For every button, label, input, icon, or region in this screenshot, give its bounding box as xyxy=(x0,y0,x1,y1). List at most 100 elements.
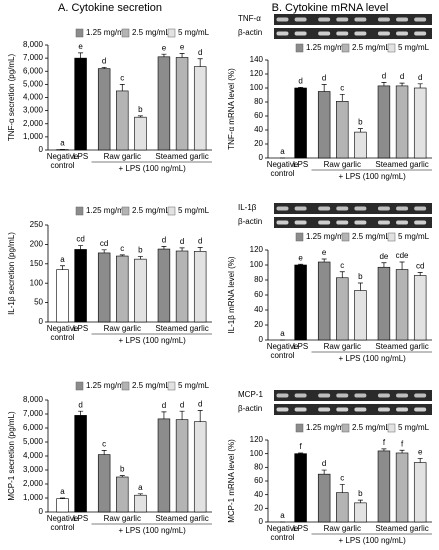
x-tick-label: Negative control xyxy=(46,514,79,532)
x-group-label: Steamed garlic xyxy=(155,514,208,523)
error-bar xyxy=(381,262,387,268)
error-bar xyxy=(101,66,107,69)
significance-letter: d xyxy=(198,48,202,57)
x-tick-label: Negative control xyxy=(266,524,299,542)
gel-band xyxy=(396,31,409,36)
x-tick-label: LPS xyxy=(73,514,88,523)
y-tick-label: 6,000 xyxy=(23,66,44,75)
bar xyxy=(377,450,391,523)
significance-letter: f xyxy=(401,439,404,448)
gel-band xyxy=(377,206,390,211)
bar xyxy=(377,85,391,159)
legend-label: 5 mg/mL xyxy=(398,43,430,52)
bar xyxy=(354,131,367,159)
error-bar xyxy=(59,497,65,499)
significance-letter: d xyxy=(382,72,386,81)
x-group-note: + LPS (100 ng/mL) xyxy=(338,536,406,545)
x-group-label: Steamed garlic xyxy=(155,152,208,161)
gel-image xyxy=(274,404,432,415)
y-tick-label: 100 xyxy=(250,83,264,92)
y-tick-label: 40 xyxy=(254,305,263,314)
bar xyxy=(413,462,427,523)
x-tick-label: Negative control xyxy=(266,160,299,178)
gel-band xyxy=(276,31,289,36)
error-bar xyxy=(197,410,203,422)
significance-letter: c xyxy=(120,244,124,253)
y-tick-label: 3,000 xyxy=(23,106,44,115)
error-bar xyxy=(321,469,327,475)
error-bar xyxy=(357,128,363,133)
x-group-label: Raw garlic xyxy=(324,160,361,169)
y-tick-label: 6,000 xyxy=(23,423,44,432)
significance-letter: cd xyxy=(100,239,108,248)
gel-band xyxy=(354,206,367,211)
y-tick-label: 2,000 xyxy=(23,119,44,128)
bar xyxy=(395,452,409,523)
significance-letter: e xyxy=(162,43,167,52)
gel-band xyxy=(276,17,289,22)
legend-swatch xyxy=(121,206,130,216)
gel-label: TNF-α xyxy=(238,14,261,23)
gel-band xyxy=(318,206,331,211)
y-tick-label: 20 xyxy=(254,503,263,512)
gel-band xyxy=(294,220,307,225)
significance-letter: b xyxy=(358,272,363,281)
y-axis-label: IL-1β mRNA level (%) xyxy=(227,256,236,333)
bar xyxy=(317,473,331,523)
error-bar xyxy=(119,254,125,257)
significance-letter: e xyxy=(78,42,83,51)
bar xyxy=(157,56,171,151)
x-label-box: Negative control xyxy=(46,514,79,532)
significance-letter: c xyxy=(340,83,344,92)
y-tick-label: 60 xyxy=(254,476,263,485)
bar xyxy=(413,87,427,159)
y-tick-label: 7,000 xyxy=(23,53,44,62)
y-tick-label: 7,000 xyxy=(23,409,44,418)
y-tick-label: 50 xyxy=(34,298,43,307)
x-tick-label: Negative control xyxy=(46,152,79,170)
x-group-label: Raw garlic xyxy=(104,152,141,161)
y-tick-label: 200 xyxy=(30,240,44,249)
y-tick-label: 120 xyxy=(250,69,264,78)
error-bar xyxy=(197,58,203,67)
error-bar xyxy=(119,84,125,91)
gel-band xyxy=(414,206,427,211)
gel-band xyxy=(318,220,331,225)
significance-letter: a xyxy=(280,329,285,338)
y-tick-label: 3,000 xyxy=(23,465,44,474)
significance-letter: d xyxy=(400,72,404,81)
significance-letter: a xyxy=(60,255,65,264)
gel-image xyxy=(274,390,432,401)
legend-label: 1.25 mg/mL xyxy=(86,28,129,37)
legend-swatch xyxy=(121,381,130,391)
bar xyxy=(116,90,129,151)
gel-band xyxy=(318,17,331,22)
significance-letter: a xyxy=(60,487,65,496)
significance-letter: c xyxy=(340,474,344,483)
error-bar xyxy=(137,256,143,260)
y-tick-label: 0 xyxy=(39,507,44,516)
error-bar xyxy=(179,410,185,420)
significance-letter: d xyxy=(180,237,184,246)
y-tick-label: 8,000 xyxy=(23,395,44,404)
error-bar xyxy=(381,448,387,451)
significance-letter: cd xyxy=(416,262,424,271)
bar xyxy=(377,266,391,341)
error-bar xyxy=(78,245,84,250)
bar xyxy=(175,57,189,151)
significance-letter: d xyxy=(322,74,326,83)
y-tick-label: 4,000 xyxy=(23,451,44,460)
x-group-label: Steamed garlic xyxy=(155,324,208,333)
legend-swatch xyxy=(295,232,304,242)
bar xyxy=(413,275,427,341)
error-bar xyxy=(381,82,387,86)
bar xyxy=(56,269,69,323)
y-tick-label: 120 xyxy=(250,245,264,254)
gel-band xyxy=(354,17,367,22)
legend-label: 2.5 mg/mL xyxy=(352,43,390,52)
error-bar xyxy=(298,263,304,265)
significance-letter: d xyxy=(78,400,82,409)
legend-swatch xyxy=(341,232,350,242)
significance-letter: e xyxy=(322,248,327,257)
y-tick-label: 5,000 xyxy=(23,79,44,88)
